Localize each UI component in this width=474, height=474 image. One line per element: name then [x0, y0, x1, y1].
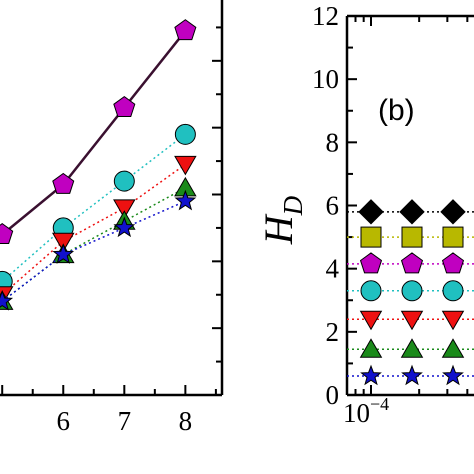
right-point-square: [401, 226, 423, 248]
left-point-pentagon: [52, 172, 75, 194]
left-point-star: [113, 216, 136, 238]
right-point-star: [401, 364, 423, 386]
right-y-tick-label: 6: [326, 191, 340, 221]
right-point-diamond: [399, 199, 425, 225]
left-x-tick-label: 6: [57, 406, 71, 436]
left-point-circle: [113, 170, 135, 192]
left-series-line-star: [1, 200, 186, 302]
left-x-tick-label: 7: [118, 406, 132, 436]
left-point-triangle-down: [174, 155, 197, 176]
right-point-triangle-up: [359, 338, 383, 358]
left-point-star: [0, 290, 14, 311]
right-point-circle: [360, 280, 382, 302]
right-y-tick-label: 2: [326, 317, 340, 347]
right-point-triangle-down: [400, 310, 424, 331]
x-tick-label-exponent: −4: [370, 394, 389, 414]
y-axis-label-sub: D: [278, 195, 308, 216]
left-point-star: [52, 243, 75, 264]
left-series-line-triangle-down: [1, 163, 186, 296]
right-point-star: [442, 364, 464, 386]
right-y-tick-label: 0: [326, 380, 340, 410]
right-point-pentagon: [400, 252, 424, 274]
right-point-triangle-up: [441, 338, 465, 358]
right-point-circle: [442, 280, 464, 302]
right-point-diamond: [358, 199, 384, 225]
right-point-pentagon: [359, 252, 383, 274]
panel-label-b: (b): [378, 94, 415, 127]
right-point-circle: [401, 280, 423, 302]
right-point-pentagon: [441, 252, 465, 274]
right-panel: 0 2 4 6 8 10 12: [312, 1, 474, 410]
left-point-pentagon: [0, 222, 14, 244]
right-point-triangle-down: [441, 310, 465, 331]
left-point-pentagon: [174, 19, 197, 41]
left-x-tick-label: 8: [179, 406, 193, 436]
right-y-tick-label: 12: [312, 1, 339, 31]
left-point-pentagon: [113, 96, 136, 118]
y-axis-label: HD: [256, 195, 308, 245]
right-point-square: [360, 226, 382, 248]
right-point-star: [360, 364, 382, 386]
right-point-triangle-down: [359, 310, 383, 331]
left-panel: 6 7 8: [0, 0, 224, 436]
right-y-tick-label: 4: [326, 254, 340, 284]
x-tick-label-right: 10−4: [343, 394, 389, 428]
left-series-line-pentagon: [1, 30, 187, 236]
right-point-triangle-up: [400, 338, 424, 358]
left-point-triangle-down: [113, 199, 136, 219]
left-series-line-triangle-up: [1, 187, 186, 302]
right-point-square: [442, 226, 464, 248]
right-y-tick-label: 10: [312, 64, 339, 94]
left-point-triangle-down: [52, 232, 75, 253]
x-tick-label-base: 10: [343, 398, 370, 428]
left-point-circle: [174, 123, 196, 145]
right-y-tick-label: 8: [326, 127, 340, 157]
left-point-star: [174, 189, 197, 211]
right-point-diamond: [440, 199, 466, 225]
y-axis-label-main: H: [256, 213, 301, 245]
left-series-line-circle: [1, 133, 186, 282]
